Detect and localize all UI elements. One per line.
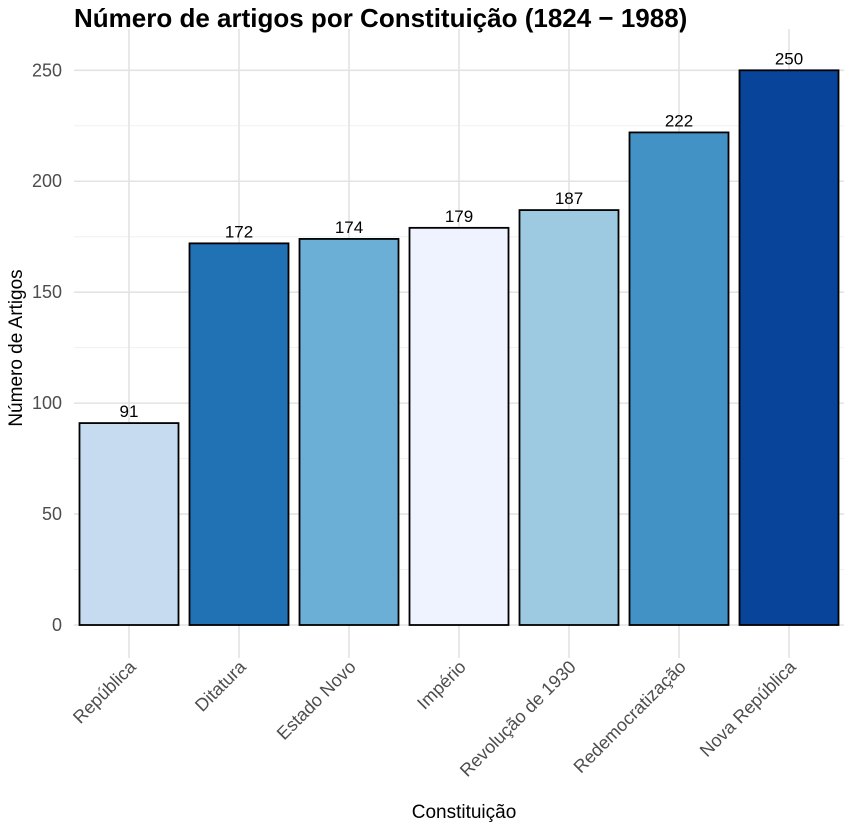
bar-5 bbox=[518, 209, 620, 626]
x-tick-label: Nova República bbox=[696, 656, 801, 761]
x-tick-label: Estado Novo bbox=[273, 657, 360, 744]
y-tick-label: 200 bbox=[32, 171, 62, 191]
x-tick-label: República bbox=[69, 656, 140, 727]
bar-4 bbox=[408, 226, 510, 626]
y-tick-label: 150 bbox=[32, 282, 62, 302]
y-tick-label: 0 bbox=[52, 615, 62, 635]
value-label: 174 bbox=[335, 218, 363, 237]
x-tick-label: Ditatura bbox=[191, 656, 250, 715]
value-label: 179 bbox=[445, 207, 473, 226]
value-label: 187 bbox=[555, 189, 583, 208]
x-axis-ticks: República Ditatura Estado Novo ImpérioRevol… bbox=[69, 656, 800, 781]
bar-7 bbox=[738, 69, 840, 626]
y-tick-label: 50 bbox=[42, 504, 62, 524]
x-axis-title: Constituição bbox=[412, 802, 517, 823]
value-label: 172 bbox=[225, 222, 253, 241]
y-tick-label: 250 bbox=[32, 60, 62, 80]
value-label: 250 bbox=[775, 49, 803, 68]
y-axis-title: Número de Artigos bbox=[6, 269, 27, 426]
x-tick-label: Império bbox=[413, 657, 470, 714]
value-label: 222 bbox=[665, 111, 693, 130]
x-tick-label: Redemocratização bbox=[570, 657, 690, 777]
bar-1 bbox=[78, 422, 180, 626]
y-tick-label: 100 bbox=[32, 393, 62, 413]
bar-2 bbox=[188, 242, 290, 626]
value-labels: 91 172 174 179 187 222 250 bbox=[120, 49, 804, 421]
bar-6 bbox=[628, 131, 730, 626]
value-label: 91 bbox=[120, 402, 139, 421]
y-axis-ticks: 0 50 100 150 200 250 bbox=[32, 60, 62, 635]
bars bbox=[78, 69, 840, 626]
chart-title: Número de artigos por Constituição (1824… bbox=[74, 3, 687, 33]
x-tick-label: Revolução de 1930 bbox=[456, 657, 580, 781]
bar-3 bbox=[298, 238, 400, 626]
